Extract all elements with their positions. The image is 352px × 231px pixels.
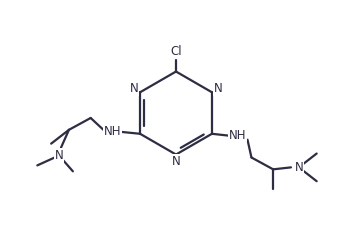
Text: Cl: Cl bbox=[170, 45, 182, 58]
Text: N: N bbox=[295, 161, 303, 174]
Text: N: N bbox=[130, 82, 138, 95]
Text: NH: NH bbox=[229, 129, 246, 142]
Text: N: N bbox=[172, 155, 180, 168]
Text: N: N bbox=[214, 82, 222, 95]
Text: NH: NH bbox=[103, 125, 121, 138]
Text: N: N bbox=[55, 149, 63, 162]
